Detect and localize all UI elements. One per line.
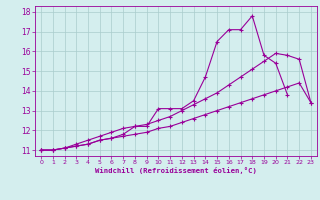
X-axis label: Windchill (Refroidissement éolien,°C): Windchill (Refroidissement éolien,°C) xyxy=(95,167,257,174)
